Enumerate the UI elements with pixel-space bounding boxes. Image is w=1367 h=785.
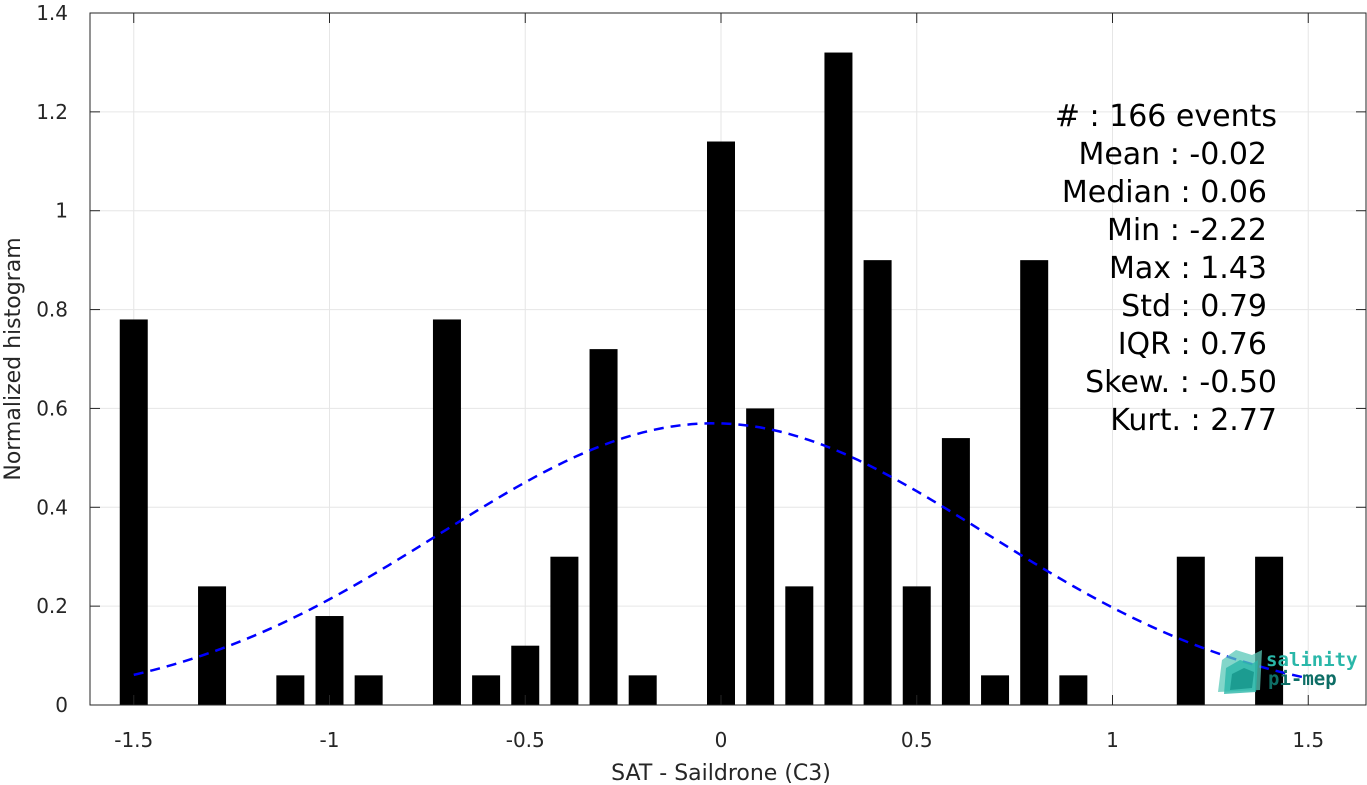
normal-fit-curve [133,422,1309,680]
wave-logo-icon [1218,650,1262,694]
stats-line: # : 166 events [1055,99,1277,134]
histogram-bar [589,349,618,705]
y-tick-label: 0 [55,693,68,717]
histogram-bar [550,556,579,705]
salinity-pimep-logo: salinity pi-mep [1218,649,1358,694]
y-tick-label: 1.2 [36,100,68,124]
histogram-bar [746,408,775,705]
stats-line: Std : 0.79 [1121,289,1267,324]
histogram-bar [863,260,892,705]
histogram-bar [785,586,814,705]
logo-line1: salinity [1266,649,1358,671]
histogram-bar [628,675,657,705]
stats-line: Max : 1.43 [1109,251,1267,286]
stats-line: IQR : 0.76 [1118,327,1267,362]
x-tick-label: 1 [1106,728,1119,752]
histogram-bar [941,438,970,705]
x-tick-label: 0 [715,728,728,752]
stats-line: Min : -2.22 [1107,213,1267,248]
stats-line: Median : 0.06 [1062,175,1267,210]
histogram-bar [354,675,383,705]
x-tick-label: -1 [320,728,340,752]
histogram-bar [198,586,227,705]
y-axis: 0 0.2 0.4 0.6 0.8 1 1.2 1.4 [36,1,1366,717]
x-tick-label: 0.5 [901,728,933,752]
y-tick-label: 0.2 [36,594,68,618]
x-tick-label: 1.5 [1292,728,1324,752]
y-tick-label: 0.8 [36,298,68,322]
histogram-bar [1059,675,1088,705]
histogram-bar [981,675,1010,705]
stats-line: Kurt. : 2.77 [1110,403,1277,438]
x-axis: -1.5 -1 -0.5 0 0.5 1 1.5 [114,13,1324,752]
histogram-bar [472,675,501,705]
histogram-bar [276,675,305,705]
y-tick-label: 0.4 [36,495,68,519]
x-tick-label: -0.5 [506,728,545,752]
stats-line: Mean : -0.02 [1078,137,1267,172]
y-tick-label: 1.4 [36,1,68,25]
fit-curve-layer [133,422,1309,680]
histogram-bar [824,52,853,706]
y-tick-label: 1 [55,199,68,223]
stats-line: Skew. : -0.50 [1085,365,1277,400]
histogram-bar [432,319,461,705]
histogram-bar [902,586,931,705]
x-tick-label: -1.5 [114,728,153,752]
histogram-bar [1176,556,1205,705]
histogram-bar [315,616,344,705]
plot-frame [89,12,1367,706]
y-axis-label: Normalized histogram [1,237,26,480]
logo-line2: pi-mep [1268,668,1337,690]
histogram-bar [119,319,148,705]
histogram-bar [1020,260,1049,705]
x-axis-label: SAT - Saildrone (C3) [611,761,831,785]
y-tick-label: 0.6 [36,396,68,420]
